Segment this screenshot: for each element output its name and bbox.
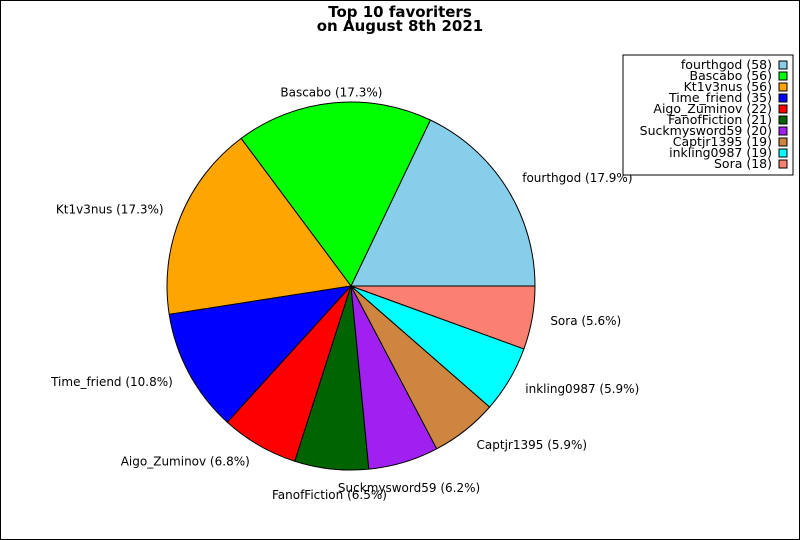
pie-slice-fourthgod: [350, 119, 536, 287]
slice-label: Captjr1395 (5.9%): [477, 438, 588, 452]
legend-label: Kt1v3nus (56): [684, 79, 772, 94]
chart-title-line-2: on August 8th 2021: [317, 17, 484, 35]
legend-label: fourthgod (58): [681, 57, 772, 72]
legend-swatch: [778, 104, 788, 114]
slice-label: Suckmysword59 (6.2%): [338, 481, 480, 495]
legend-label: Suckmysword59 (20): [640, 123, 772, 138]
slice-label: Sora (5.6%): [550, 314, 621, 328]
legend-swatch: [778, 60, 788, 70]
slice-label: Time_friend (10.8%): [50, 375, 173, 389]
pie-slice-bascabo: [240, 101, 432, 287]
slice-label: Kt1v3nus (17.3%): [56, 202, 164, 216]
legend-swatch: [778, 93, 788, 103]
slice-label: Bascabo (17.3%): [280, 86, 382, 100]
pie-slice-sora: [350, 285, 536, 350]
slice-label: fourthgod (17.9%): [522, 171, 632, 185]
legend-label: Sora (18): [714, 156, 772, 171]
legend-label: Time_friend (35): [668, 90, 772, 105]
pie-slice-kt1v3nus: [166, 137, 352, 316]
legend-swatch: [778, 148, 788, 158]
legend-swatch: [778, 126, 788, 136]
slice-label: FanofFiction (6.5%): [272, 488, 387, 502]
legend-swatch: [778, 137, 788, 147]
chart-title-line-1: Top 10 favoriters: [328, 3, 472, 21]
legend-label: FanofFiction (21): [668, 112, 772, 127]
slice-label: Aigo_Zuminov (6.8%): [121, 454, 250, 468]
pie-slice-time-friend: [168, 285, 353, 423]
legend-swatch: [778, 159, 788, 169]
legend-label: Aigo_Zuminov (22): [653, 101, 772, 116]
legend-box: [622, 54, 794, 176]
legend-swatch: [778, 115, 788, 125]
legend-label: Bascabo (56): [690, 68, 773, 83]
legend-label: inkling0987 (19): [669, 145, 772, 160]
legend: fourthgod (58)Bascabo (56)Kt1v3nus (56)T…: [622, 54, 794, 176]
legend-swatch: [778, 71, 788, 81]
legend-swatch: [778, 82, 788, 92]
legend-label: Captjr1395 (19): [673, 134, 772, 149]
slice-label: inkling0987 (5.9%): [525, 382, 639, 396]
